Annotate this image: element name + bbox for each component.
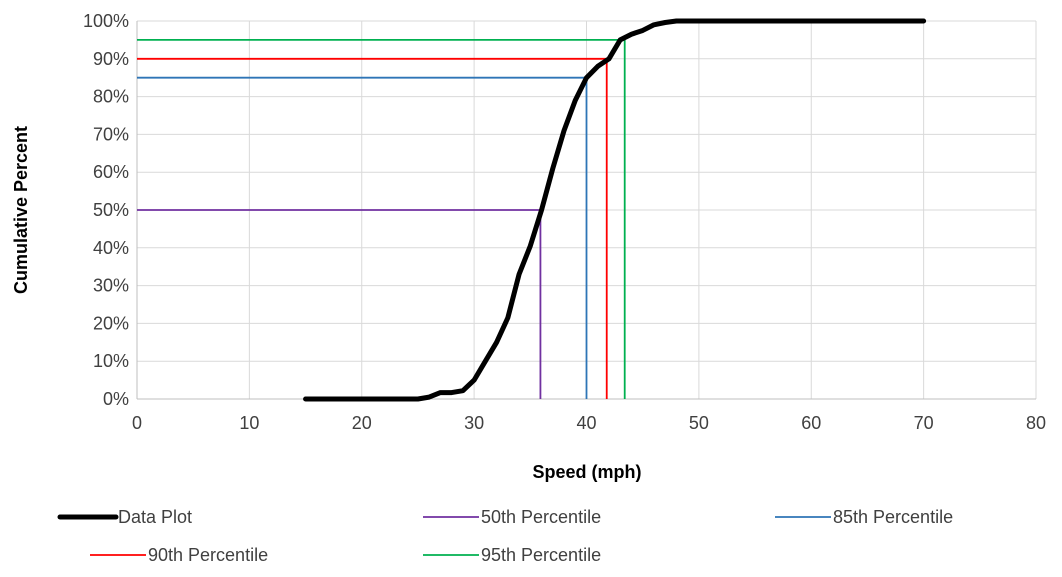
x-tick-label: 50 [689, 413, 709, 433]
legend-label: Data Plot [118, 507, 192, 527]
y-tick-label: 70% [93, 124, 129, 144]
legend: Data Plot 50th Percentile 85th Percentile 9… [57, 507, 953, 565]
y-tick-label: 10% [93, 351, 129, 371]
legend-label: 90th Percentile [148, 545, 268, 565]
legend-label: 95th Percentile [481, 545, 601, 565]
x-tick-label: 20 [352, 413, 372, 433]
y-axis-title: Cumulative Percent [11, 126, 31, 294]
x-tick-label: 70 [914, 413, 934, 433]
x-tick-label: 10 [239, 413, 259, 433]
x-tick-label: 60 [801, 413, 821, 433]
y-tick-label: 80% [93, 87, 129, 107]
series-lines [137, 18, 927, 402]
legend-item: 85th Percentile [775, 507, 953, 527]
y-tick-label: 0% [103, 389, 129, 409]
y-tick-label: 60% [93, 162, 129, 182]
y-tick-label: 30% [93, 276, 129, 296]
tick-labels: 0 10 20 30 40 50 60 70 80 0% 10% 20% 30% 40% 50% 60% 70%… [83, 11, 1046, 433]
x-axis-title: Speed (mph) [532, 462, 641, 482]
legend-item: 95th Percentile [423, 545, 601, 565]
x-tick-label: 40 [576, 413, 596, 433]
y-tick-label: 90% [93, 49, 129, 69]
series-line-95th-percentile [137, 39, 626, 399]
series-line-data-plot [303, 18, 927, 402]
legend-item: 90th Percentile [90, 545, 268, 565]
legend-item: 50th Percentile [423, 507, 601, 527]
y-tick-label: 50% [93, 200, 129, 220]
x-tick-label: 30 [464, 413, 484, 433]
x-tick-label: 80 [1026, 413, 1046, 433]
legend-label: 50th Percentile [481, 507, 601, 527]
x-tick-label: 0 [132, 413, 142, 433]
legend-item: Data Plot [57, 507, 192, 527]
y-tick-label: 100% [83, 11, 129, 31]
legend-label: 85th Percentile [833, 507, 953, 527]
y-tick-label: 20% [93, 313, 129, 333]
y-tick-label: 40% [93, 238, 129, 258]
